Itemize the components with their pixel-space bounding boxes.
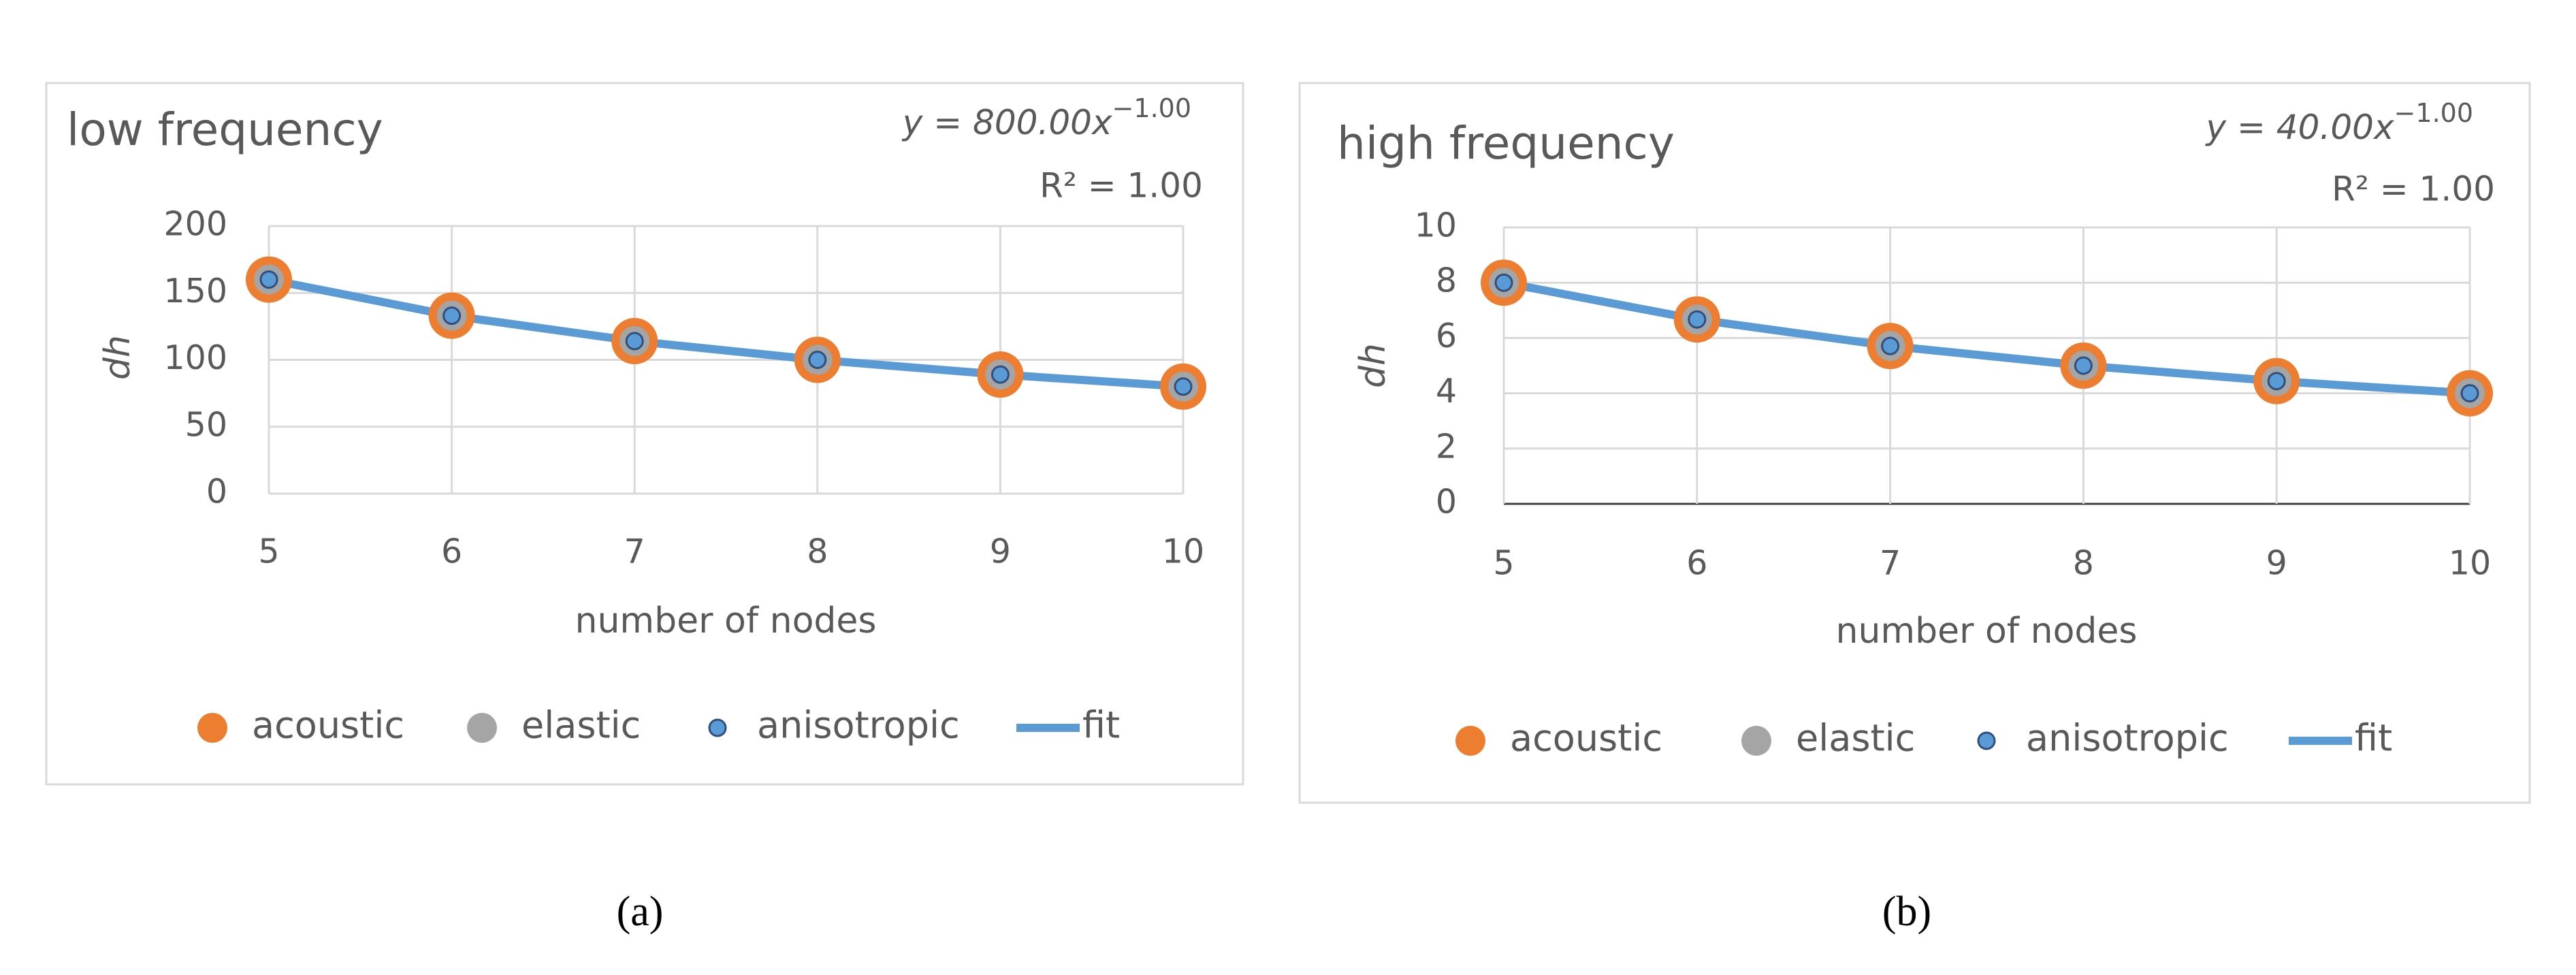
y-tick-label: 200 xyxy=(163,205,227,244)
equation: y = 800.00x−1.00 xyxy=(901,93,1191,142)
x-tick-label: 7 xyxy=(624,532,645,571)
legend-swatch xyxy=(467,713,497,743)
y-tick-label: 8 xyxy=(1436,261,1457,300)
x-tick-label: 6 xyxy=(1686,544,1707,583)
panel-label: (a) xyxy=(617,889,664,935)
x-tick-label: 6 xyxy=(441,532,462,571)
y-tick-label: 50 xyxy=(185,405,227,444)
legend-label: elastic xyxy=(521,704,641,747)
y-tick-label: 2 xyxy=(1436,427,1457,466)
x-axis-title: number of nodes xyxy=(575,601,877,641)
y-axis-title: dh xyxy=(1353,343,1394,388)
data-point xyxy=(2074,356,2093,375)
y-tick-label: 100 xyxy=(163,338,227,377)
data-point xyxy=(259,270,278,289)
legend-label: acoustic xyxy=(1510,717,1662,760)
chart-title: high frequency xyxy=(1337,117,1675,170)
legend-swatch xyxy=(1455,726,1485,756)
y-tick-label: 4 xyxy=(1436,372,1457,411)
x-tick-label: 8 xyxy=(2073,544,2094,583)
legend-swatch xyxy=(1977,731,1996,750)
legend-label: anisotropic xyxy=(2026,717,2229,760)
data-point xyxy=(2460,384,2479,403)
y-tick-label: 10 xyxy=(1415,206,1457,245)
legend-label: fit xyxy=(1082,704,1120,747)
x-tick-label: 9 xyxy=(990,532,1011,571)
r-squared: R² = 1.00 xyxy=(1040,166,1203,206)
y-tick-label: 150 xyxy=(163,272,227,310)
data-point xyxy=(808,351,827,369)
legend-label: elastic xyxy=(1796,717,1915,760)
data-point xyxy=(1174,377,1193,396)
data-point xyxy=(991,365,1010,384)
data-point xyxy=(625,332,644,351)
legend-swatch xyxy=(1741,726,1771,756)
equation-base: y = 40.00x xyxy=(2205,108,2394,147)
chart-panel: high frequency y = 40.00x−1.00 R² = 1.00 0 2… xyxy=(1298,82,2531,804)
data-point xyxy=(1494,273,1513,292)
y-tick-label: 6 xyxy=(1436,317,1457,355)
legend-label: acoustic xyxy=(252,704,404,747)
data-point xyxy=(1688,310,1707,329)
y-axis-title: dh xyxy=(97,335,138,380)
legend-label: fit xyxy=(2355,717,2392,760)
data-point xyxy=(442,306,462,325)
fit-line xyxy=(1502,278,2470,398)
panel-label: (b) xyxy=(1882,889,1931,935)
x-axis-title: number of nodes xyxy=(1836,611,2138,652)
data-point xyxy=(1881,336,1900,355)
y-tick-label: 0 xyxy=(1436,483,1457,522)
equation-exponent: −1.00 xyxy=(1112,93,1191,123)
x-tick-label: 5 xyxy=(258,532,279,571)
x-tick-label: 10 xyxy=(1162,532,1204,571)
fit-line xyxy=(268,275,1184,391)
x-tick-label: 7 xyxy=(1880,544,1901,583)
x-tick-label: 9 xyxy=(2266,544,2287,583)
equation-base: y = 800.00x xyxy=(901,103,1112,142)
chart-frame xyxy=(45,82,1244,786)
legend-swatch xyxy=(708,718,727,737)
x-tick-label: 10 xyxy=(2449,544,2491,583)
r-squared: R² = 1.00 xyxy=(2332,170,2495,209)
x-tick-label: 5 xyxy=(1493,544,1514,583)
equation-exponent: −1.00 xyxy=(2394,98,2473,128)
x-tick-label: 8 xyxy=(807,532,828,571)
legend-swatch xyxy=(197,713,227,743)
chart-title: low frequency xyxy=(67,103,383,156)
data-point xyxy=(2267,372,2286,391)
y-tick-label: 0 xyxy=(206,473,227,511)
equation: y = 40.00x−1.00 xyxy=(2205,98,2473,147)
legend-label: anisotropic xyxy=(757,704,960,747)
